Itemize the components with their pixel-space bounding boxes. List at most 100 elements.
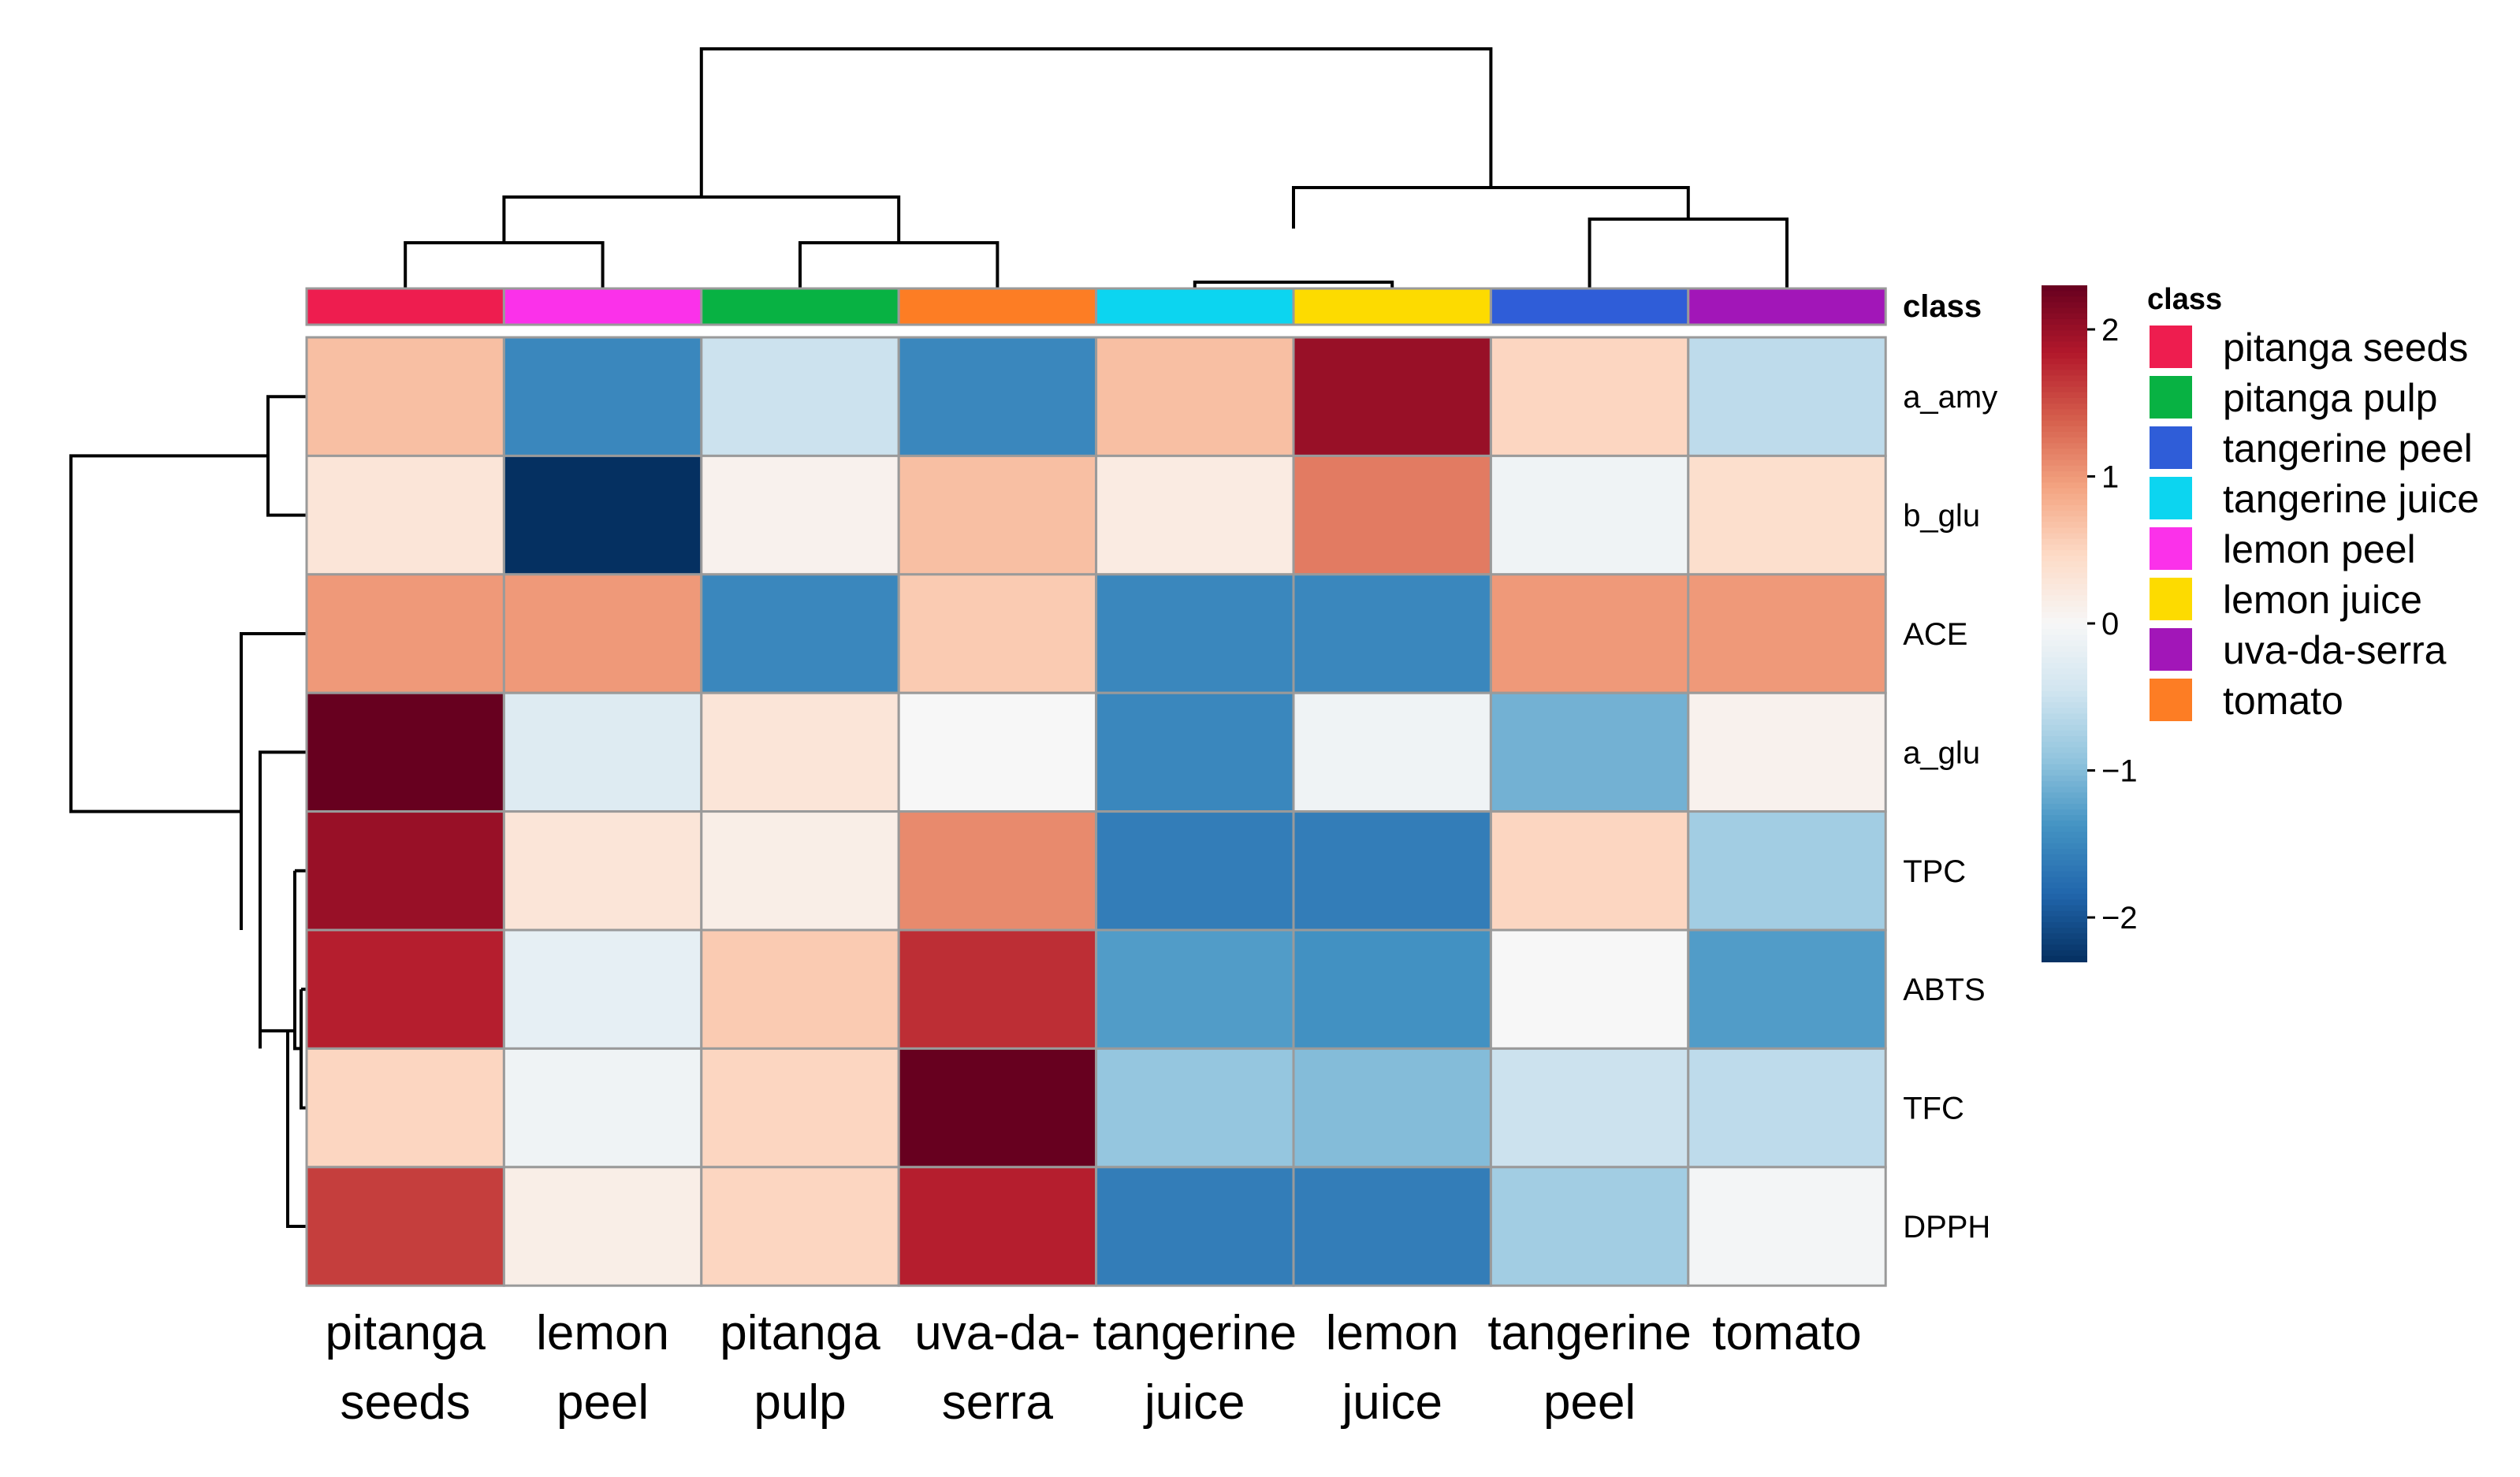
class-bar-cell bbox=[1292, 287, 1492, 326]
color-scale-step bbox=[2042, 533, 2087, 540]
heatmap-cell bbox=[305, 810, 505, 932]
heatmap-cell bbox=[1489, 573, 1690, 694]
heatmap-cell bbox=[1687, 810, 1887, 932]
color-scale-step bbox=[2042, 341, 2087, 348]
heatmap-cell bbox=[1489, 1166, 1690, 1287]
color-scale-step bbox=[2042, 330, 2087, 337]
column-label: uva-da- bbox=[914, 1306, 1080, 1360]
column-dendrogram-link bbox=[1588, 218, 1789, 288]
color-scale-step bbox=[2042, 443, 2087, 450]
column-dendrogram-link bbox=[1193, 281, 1394, 288]
column-label: pitanga bbox=[325, 1306, 486, 1360]
class-legend-label: tangerine peel bbox=[2223, 426, 2473, 471]
color-scale-step bbox=[2042, 832, 2087, 839]
heatmap-cell bbox=[305, 928, 505, 1050]
heatmap-cell bbox=[502, 454, 703, 576]
color-scale-step bbox=[2042, 815, 2087, 822]
color-scale-step bbox=[2042, 578, 2087, 585]
heatmap-cell bbox=[700, 691, 900, 813]
color-scale-step bbox=[2042, 623, 2087, 631]
color-scale-step bbox=[2042, 899, 2087, 906]
class-legend-swatch bbox=[2148, 425, 2194, 471]
heatmap-cell bbox=[1687, 928, 1887, 1050]
column-label: pulp bbox=[754, 1375, 846, 1430]
heatmap-cell bbox=[1292, 1047, 1492, 1169]
color-scale-step bbox=[2042, 894, 2087, 901]
heatmap-cell bbox=[502, 691, 703, 813]
color-scale-step bbox=[2042, 798, 2087, 805]
heatmap-cell bbox=[700, 454, 900, 576]
color-scale-step bbox=[2042, 860, 2087, 867]
color-scale-step bbox=[2042, 590, 2087, 597]
color-scale-step bbox=[2042, 336, 2087, 343]
color-scale-step bbox=[2042, 905, 2087, 912]
color-scale-step bbox=[2042, 843, 2087, 850]
heatmap-cell bbox=[1292, 1166, 1492, 1287]
color-scale-step bbox=[2042, 347, 2087, 354]
color-scale-tick-label: 1 bbox=[2101, 459, 2119, 494]
color-scale-step bbox=[2042, 617, 2087, 624]
color-scale-step bbox=[2042, 876, 2087, 884]
color-scale-step bbox=[2042, 471, 2087, 478]
heatmap-cell bbox=[305, 573, 505, 694]
color-scale-step bbox=[2042, 719, 2087, 726]
color-scale-step bbox=[2042, 668, 2087, 675]
color-scale-step bbox=[2042, 803, 2087, 810]
color-scale-step bbox=[2042, 713, 2087, 720]
color-scale: 2 1 0 −1 −2 bbox=[2042, 285, 2138, 962]
color-scale-step bbox=[2042, 742, 2087, 749]
row-label: ACE bbox=[1903, 617, 1967, 652]
class-bar-cell bbox=[1687, 287, 1887, 326]
heatmap-cell bbox=[1687, 336, 1887, 457]
class-legend-label: tomato bbox=[2223, 679, 2343, 723]
column-dendrogram bbox=[404, 47, 1789, 288]
class-legend-label: pitanga seeds bbox=[2223, 326, 2468, 370]
color-scale-step bbox=[2042, 392, 2087, 399]
color-scale-step bbox=[2042, 606, 2087, 613]
color-scale-step bbox=[2042, 583, 2087, 591]
heatmap-cell bbox=[1489, 691, 1690, 813]
color-scale-step bbox=[2042, 747, 2087, 754]
color-scale-step bbox=[2042, 477, 2087, 484]
color-scale-step bbox=[2042, 888, 2087, 895]
color-scale-step bbox=[2042, 645, 2087, 653]
color-scale-step bbox=[2042, 386, 2087, 393]
color-scale-step bbox=[2042, 764, 2087, 771]
heatmap-cell bbox=[897, 1047, 1098, 1169]
heatmap-cell bbox=[1095, 1047, 1295, 1169]
color-scale-step bbox=[2042, 776, 2087, 783]
color-scale-step bbox=[2042, 527, 2087, 534]
color-scale-step bbox=[2042, 370, 2087, 377]
color-scale-step bbox=[2042, 736, 2087, 743]
class-bar-title: class bbox=[1903, 289, 1982, 324]
row-dendrogram-link bbox=[240, 632, 307, 930]
heatmap-cell bbox=[897, 336, 1098, 457]
color-scale-step bbox=[2042, 724, 2087, 731]
color-scale-step bbox=[2042, 837, 2087, 844]
heatmap-cell bbox=[897, 454, 1098, 576]
color-scale-step bbox=[2042, 538, 2087, 545]
heatmap-cell bbox=[305, 1047, 505, 1169]
color-scale-step bbox=[2042, 567, 2087, 574]
color-scale-step bbox=[2042, 550, 2087, 557]
color-scale-step bbox=[2042, 612, 2087, 619]
heatmap-cell bbox=[1095, 336, 1295, 457]
heatmap-cell bbox=[1095, 1166, 1295, 1287]
row-label: ABTS bbox=[1903, 973, 1985, 1007]
class-legend: class pitanga seeds pitanga pulp tangerine… bbox=[2147, 283, 2479, 723]
color-scale-step bbox=[2042, 522, 2087, 529]
color-scale-step bbox=[2042, 939, 2087, 946]
column-dendrogram-link bbox=[502, 195, 901, 243]
heatmap-cell bbox=[700, 1166, 900, 1287]
column-label: lemon bbox=[536, 1306, 669, 1360]
heatmap-cell bbox=[502, 336, 703, 457]
color-scale-step bbox=[2042, 928, 2087, 935]
class-legend-label: lemon peel bbox=[2223, 527, 2416, 571]
color-scale-step bbox=[2042, 285, 2087, 292]
color-scale-step bbox=[2042, 561, 2087, 568]
color-scale-step bbox=[2042, 358, 2087, 366]
heatmap-cell bbox=[1292, 454, 1492, 576]
color-scale-step bbox=[2042, 375, 2087, 382]
heatmap-cell bbox=[1489, 928, 1690, 1050]
heatmap-cell bbox=[700, 336, 900, 457]
